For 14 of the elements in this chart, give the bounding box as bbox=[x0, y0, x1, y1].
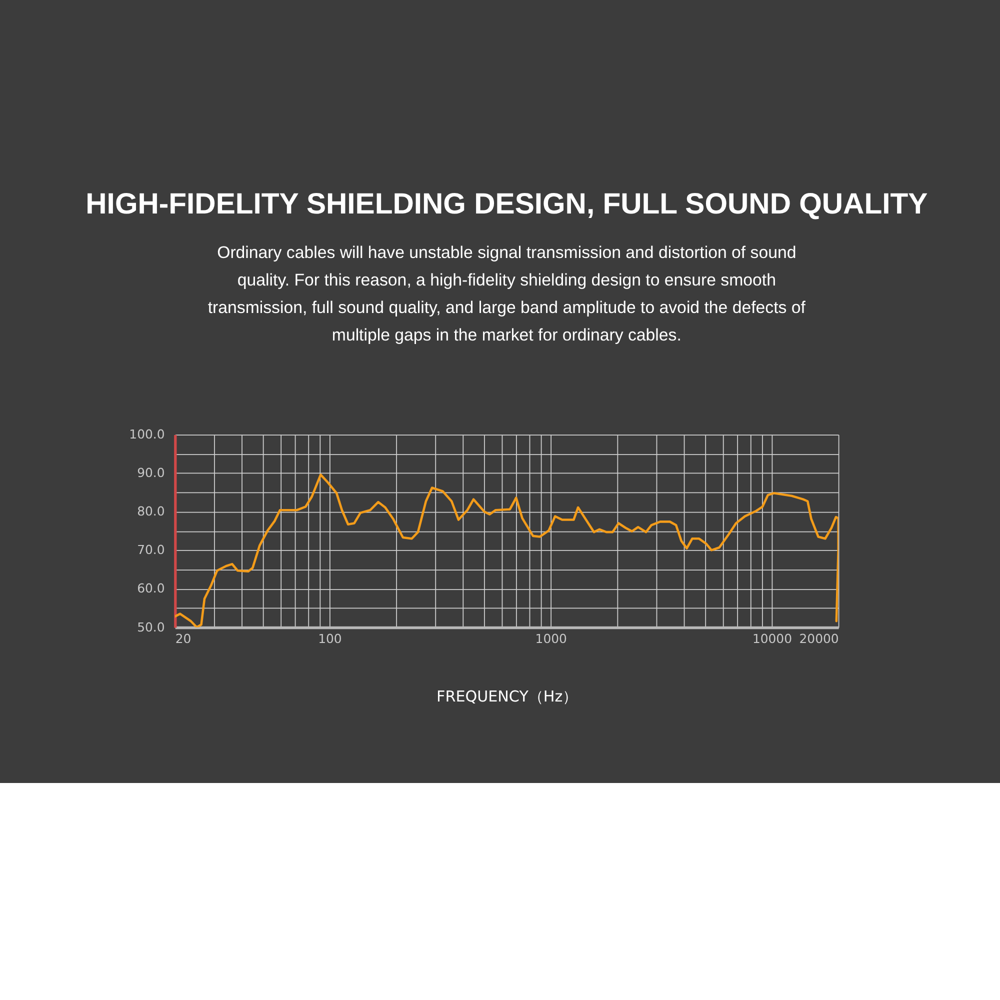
y-tick-label: 60.0 bbox=[137, 580, 165, 596]
x-tick-label: 100 bbox=[318, 630, 342, 646]
y-tick-label: 90.0 bbox=[137, 465, 165, 480]
x-tick-label: 10000 bbox=[752, 630, 792, 646]
x-tick-label: 20 bbox=[175, 630, 192, 646]
y-tick-label: 50.0 bbox=[137, 619, 165, 634]
chart-subtitle: Ordinary cables will have unstable signal transmission and distortion of sound quality. For this reason, a high-fidelity shielding design to ensure smooth transmission, full sound quality, and large band amplitude to avoid the defects of multiple gaps in the market for ordinary cables. bbox=[208, 242, 806, 344]
x-axis-title: FREQUENCY（Hz） bbox=[436, 687, 578, 706]
y-tick-label: 100.0 bbox=[129, 426, 165, 442]
y-tick-label: 80.0 bbox=[137, 504, 165, 519]
chart-title: HIGH-FIDELITY SHIELDING DESIGN, FULL SOUND QUALITY bbox=[86, 187, 928, 220]
x-tick-label: 20000 bbox=[799, 630, 839, 646]
x-tick-label: 1000 bbox=[535, 630, 567, 646]
y-tick-label: 70.0 bbox=[137, 542, 165, 558]
